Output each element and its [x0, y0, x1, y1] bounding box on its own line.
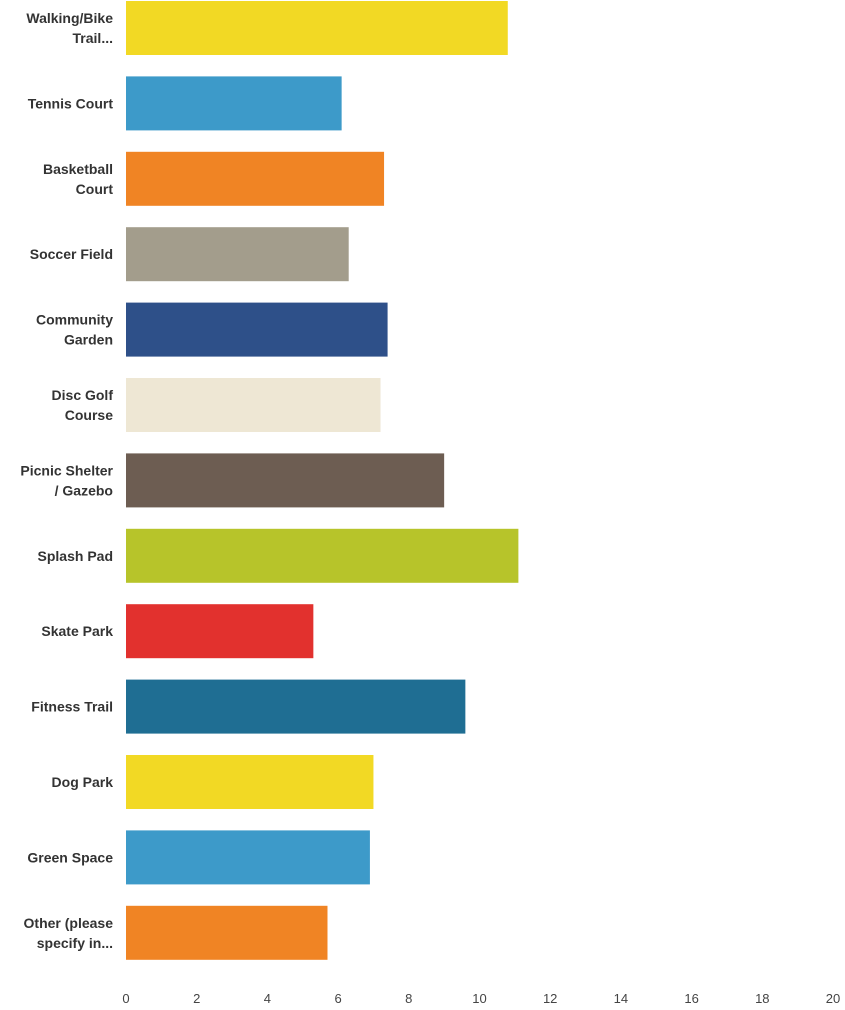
x-tick-label: 8 — [405, 991, 412, 1006]
bar — [126, 76, 342, 131]
category-label-line: / Gazebo — [55, 482, 113, 498]
category-label-line: Garden — [64, 332, 113, 348]
bar — [126, 1, 508, 55]
category-label: Disc Golf Course — [52, 387, 114, 423]
category-label-line: Course — [65, 407, 113, 423]
bars-group — [126, 1, 519, 960]
category-label-line: Fitness Trail — [31, 699, 113, 715]
category-label-line: Dog Park — [52, 774, 114, 790]
bar — [126, 830, 370, 885]
bar — [126, 604, 314, 659]
bar — [126, 227, 349, 282]
category-label-line: Walking/Bike — [26, 10, 113, 26]
category-label-line: Disc Golf — [52, 387, 114, 403]
x-tick-label: 18 — [755, 991, 769, 1006]
category-label: Tennis Court — [28, 95, 114, 111]
x-tick-label: 6 — [334, 991, 341, 1006]
category-label: Fitness Trail — [31, 699, 113, 715]
category-label: Other (please specify in... — [24, 915, 114, 951]
bar — [126, 528, 519, 583]
category-label: Dog Park — [52, 774, 114, 790]
bar — [126, 151, 385, 206]
x-tick-label: 12 — [543, 991, 557, 1006]
x-axis-ticks-group: 0 2 4 6 8 10 12 14 16 18 20 — [122, 991, 840, 1006]
category-label: Skate Park — [41, 623, 113, 639]
bar — [126, 378, 381, 432]
category-label-line: Soccer Field — [30, 246, 113, 262]
x-tick-label: 16 — [684, 991, 698, 1006]
category-label-line: Skate Park — [41, 623, 113, 639]
category-label-line: Other (please — [24, 915, 114, 931]
x-tick-label: 10 — [472, 991, 486, 1006]
bar — [126, 755, 374, 809]
x-tick-label: 14 — [614, 991, 628, 1006]
category-label: Community Garden — [36, 312, 113, 348]
category-label-line: Trail... — [73, 30, 113, 46]
x-tick-label: 2 — [193, 991, 200, 1006]
category-label: Walking/Bike Trail... — [26, 10, 113, 46]
x-tick-label: 0 — [122, 991, 129, 1006]
category-label-line: Court — [76, 181, 114, 197]
category-label: Basketball Court — [43, 161, 113, 197]
category-label: Splash Pad — [38, 548, 113, 564]
category-label-line: Basketball — [43, 161, 113, 177]
category-label-line: Green Space — [27, 849, 113, 865]
bar — [126, 679, 466, 734]
category-label: Soccer Field — [30, 246, 113, 262]
category-label: Green Space — [27, 849, 113, 865]
category-label-line: specify in... — [37, 935, 113, 951]
x-tick-label: 20 — [826, 991, 840, 1006]
category-label-line: Picnic Shelter — [20, 462, 113, 478]
category-label-line: Tennis Court — [28, 95, 114, 111]
category-label: Picnic Shelter / Gazebo — [20, 462, 113, 498]
bar — [126, 453, 445, 508]
bar — [126, 905, 328, 960]
x-tick-label: 4 — [264, 991, 271, 1006]
category-label-line: Splash Pad — [38, 548, 113, 564]
bar — [126, 302, 388, 357]
category-labels-group: Walking/Bike Trail... Tennis Court Basketba… — [20, 10, 113, 951]
category-label-line: Community — [36, 312, 113, 328]
